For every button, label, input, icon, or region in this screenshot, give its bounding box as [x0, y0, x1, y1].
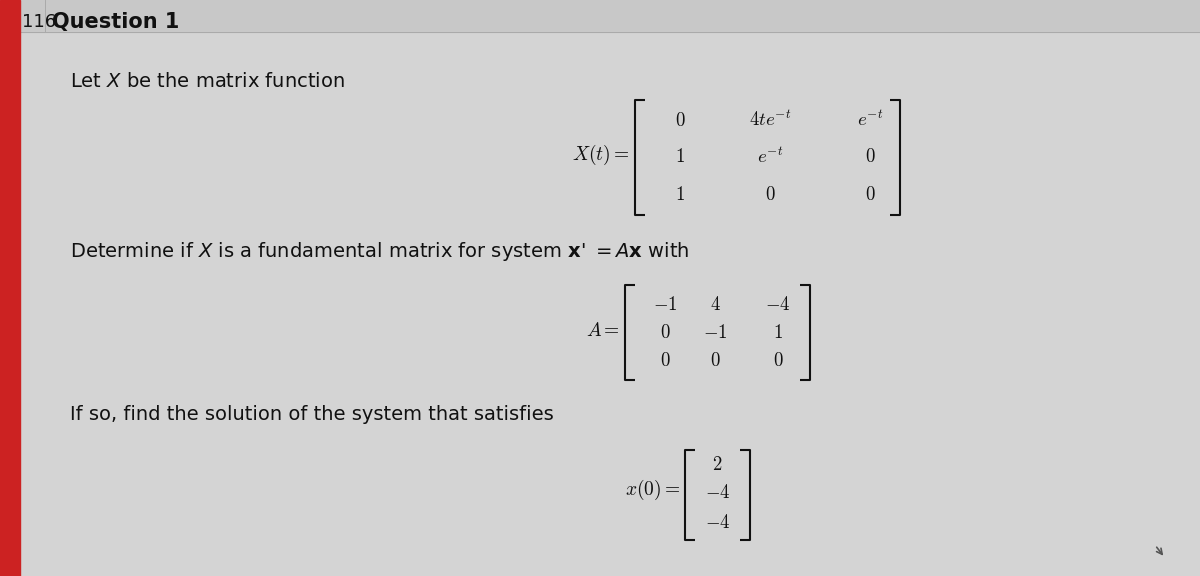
Bar	[0, 0, 20, 576]
Text: $4$: $4$	[709, 295, 720, 314]
Text: $0$: $0$	[674, 111, 685, 130]
Text: $A =$: $A =$	[586, 320, 620, 339]
Text: $1$: $1$	[676, 147, 685, 166]
Text: If so, find the solution of the system that satisfies: If so, find the solution of the system t…	[70, 405, 553, 424]
Text: $2$: $2$	[713, 456, 722, 475]
Text: $-4$: $-4$	[766, 295, 791, 314]
Text: $0$: $0$	[865, 185, 875, 204]
Text: Question 1: Question 1	[52, 12, 179, 32]
Text: $-1$: $-1$	[703, 323, 727, 342]
Text: $0$: $0$	[660, 351, 671, 369]
Text: $e^{-t}$: $e^{-t}$	[857, 110, 883, 130]
Text: $e^{-t}$: $e^{-t}$	[757, 147, 784, 167]
Text: $-4$: $-4$	[704, 513, 731, 532]
Text: Let $\mathit{X}$ be the matrix function: Let $\mathit{X}$ be the matrix function	[70, 72, 344, 91]
Text: 116: 116	[22, 13, 56, 31]
Text: $X(t) =$: $X(t) =$	[572, 143, 630, 167]
Text: $x(0) =$: $x(0) =$	[625, 478, 680, 502]
Text: $-4$: $-4$	[704, 483, 731, 502]
Text: Determine if $\mathit{X}$ is a fundamental matrix for system $\mathbf{x}$' $= A\: Determine if $\mathit{X}$ is a fundament…	[70, 240, 689, 263]
Text: $1$: $1$	[676, 185, 685, 204]
Bar	[0, 0, 1200, 32]
Text: $0$: $0$	[773, 351, 784, 369]
Text: $-1$: $-1$	[653, 295, 677, 314]
Text: $1$: $1$	[773, 323, 782, 342]
Text: $0$: $0$	[764, 185, 775, 204]
Text: $0$: $0$	[709, 351, 720, 369]
Text: $4te^{-t}$: $4te^{-t}$	[749, 110, 791, 130]
Text: $0$: $0$	[865, 147, 875, 166]
Text: $0$: $0$	[660, 323, 671, 342]
